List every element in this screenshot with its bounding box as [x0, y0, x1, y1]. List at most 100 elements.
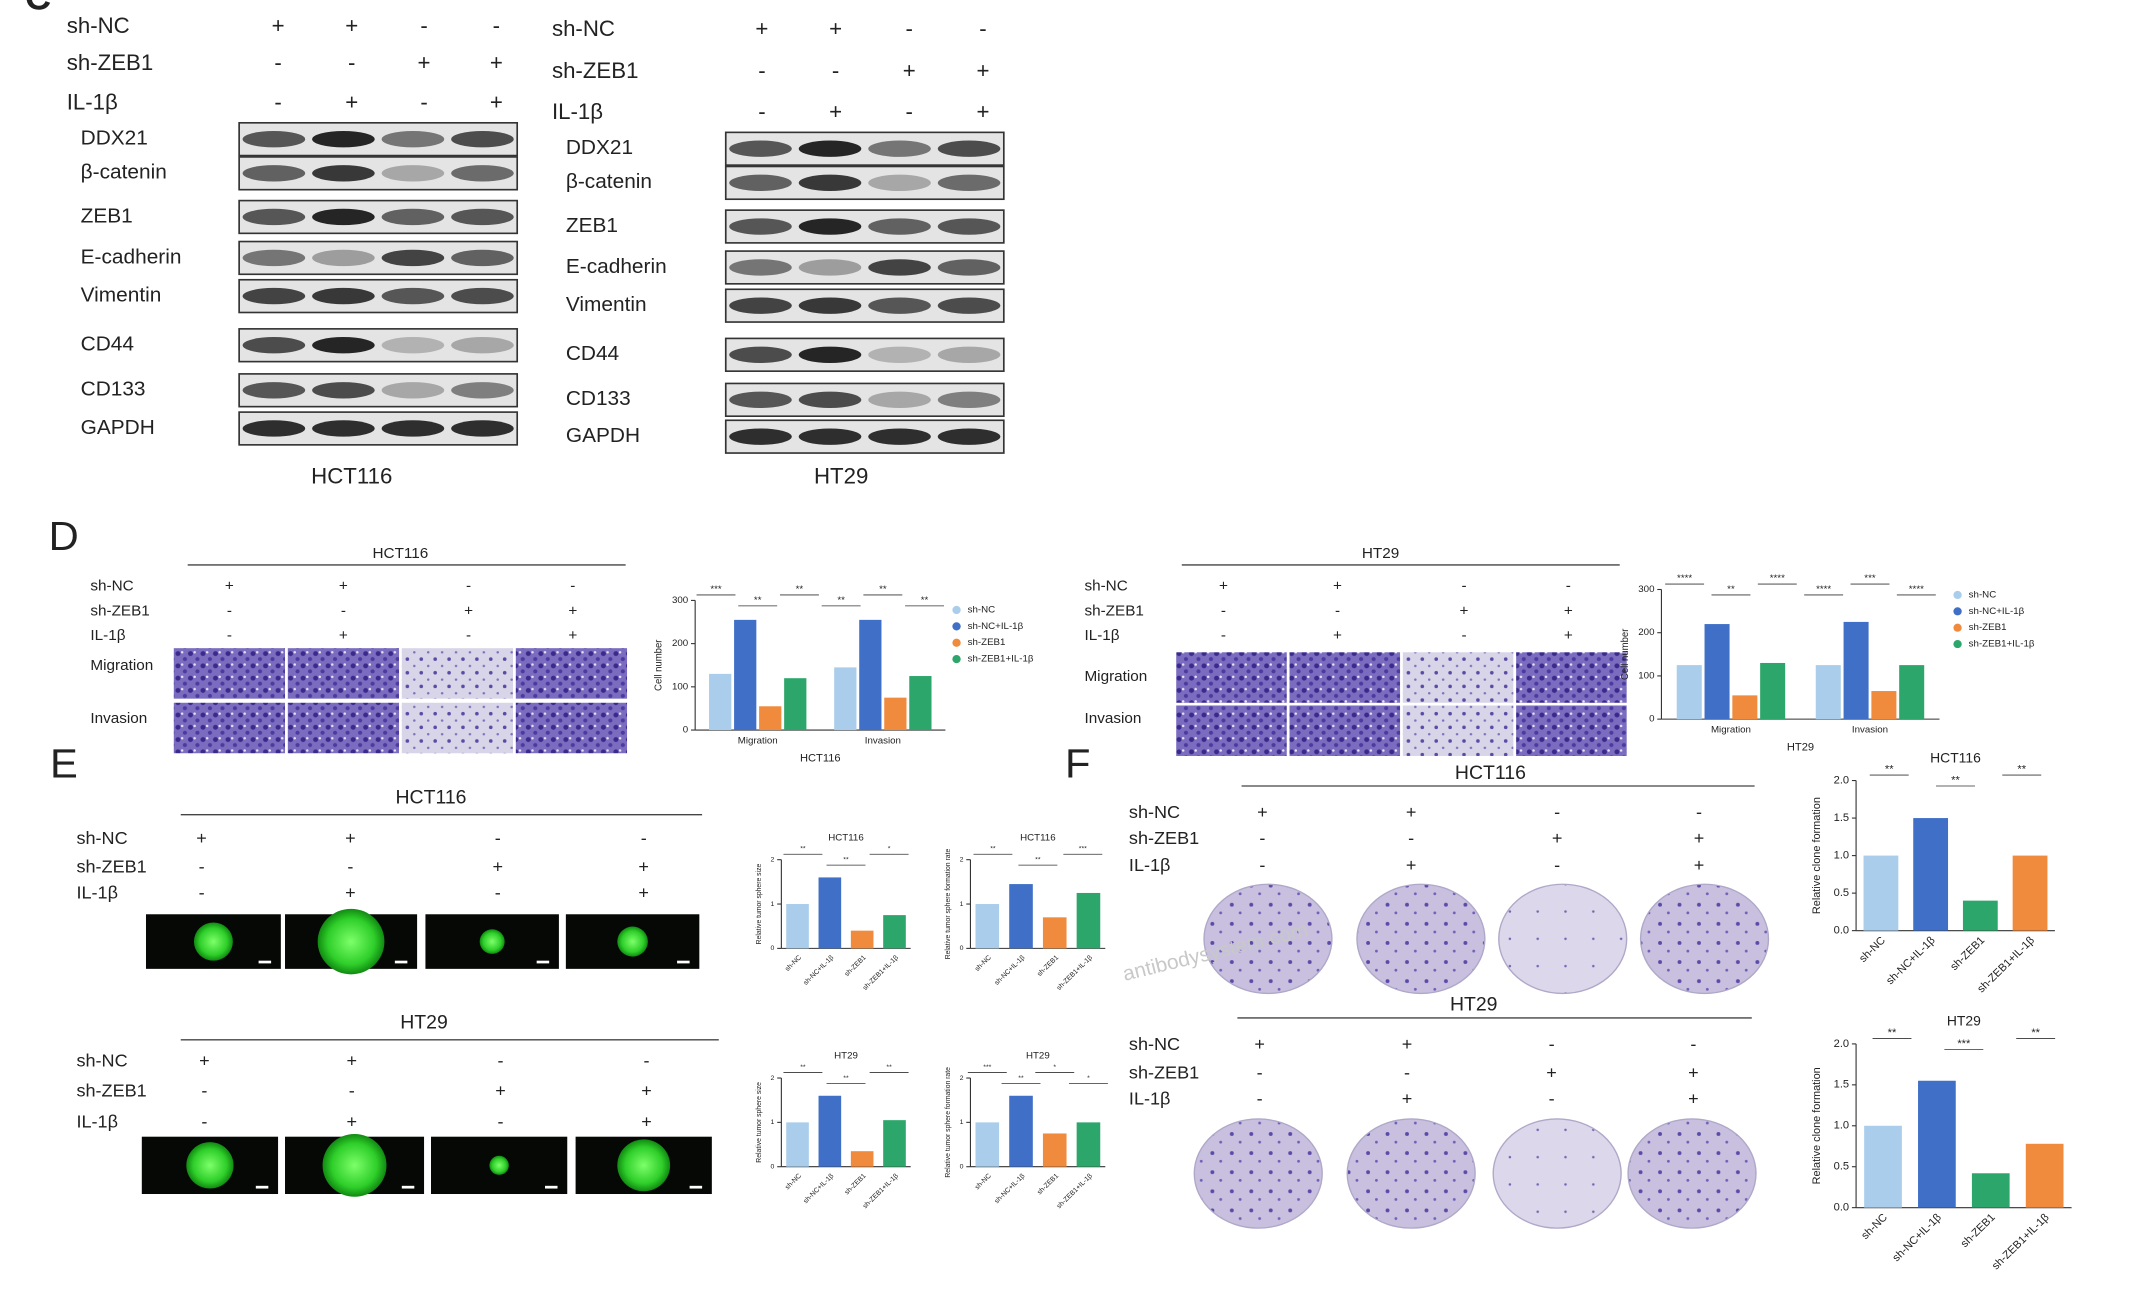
blot-band: [798, 346, 862, 363]
x-tick-label: Invasion: [1852, 725, 1888, 736]
blot-band: [729, 391, 792, 409]
significance-label: **: [1727, 584, 1735, 595]
legend-swatch: [952, 655, 961, 664]
y-tick-label: 1.5: [1834, 1079, 1849, 1091]
blot-band: [868, 297, 931, 314]
protein-label: GAPDH: [81, 416, 155, 439]
blot-band: [451, 420, 514, 437]
condition-sign: -: [498, 1050, 504, 1070]
blot-strip: [238, 328, 519, 363]
y-tick-label: 300: [1638, 584, 1654, 595]
condition-sign: +: [225, 578, 234, 595]
x-tick-label: sh-ZEB1: [1948, 935, 1987, 973]
y-tick-label: 0.0: [1834, 925, 1849, 937]
condition-sign: -: [1259, 828, 1265, 848]
condition-sign: +: [1406, 855, 1417, 875]
sphere: [617, 1139, 671, 1192]
bar: [859, 619, 882, 731]
condition-sign: +: [495, 1081, 506, 1101]
significance-label: ****: [1770, 573, 1785, 584]
protein-label: ZEB1: [566, 214, 618, 237]
condition-label: sh-ZEB1: [1129, 828, 1199, 848]
y-tick-label: 0.5: [1834, 887, 1849, 899]
condition-sign: -: [1549, 1089, 1555, 1109]
blot-band: [729, 140, 792, 157]
y-tick-label: 2: [771, 1075, 775, 1082]
condition-label: sh-NC: [1129, 1034, 1180, 1054]
condition-label: IL-1β: [76, 883, 118, 903]
x-axis-label: HT29: [1787, 742, 1814, 754]
condition-sign: +: [1333, 578, 1342, 595]
transwell-image: [1402, 652, 1514, 703]
transwell-image: [173, 702, 286, 754]
y-axis-label: Relative tumor sphere size: [756, 1082, 763, 1163]
condition-sign: -: [199, 883, 205, 903]
condition-sign: +: [568, 602, 577, 619]
significance-label: **: [754, 595, 762, 606]
x-tick-label: sh-NC+IL-1β: [993, 1173, 1026, 1205]
protein-label: ZEB1: [81, 205, 133, 228]
condition-sign: -: [641, 828, 647, 848]
significance-label: **: [1888, 1027, 1897, 1039]
condition-label: IL-1β: [90, 627, 125, 644]
condition-sign: +: [1257, 802, 1268, 822]
transwell-image: [401, 702, 514, 754]
blot-band: [451, 337, 514, 354]
chart-title: HT29: [834, 1051, 858, 1062]
condition-sign: -: [495, 828, 501, 848]
blot-band: [242, 420, 306, 437]
y-tick-label: 0: [1649, 714, 1654, 725]
blot-band: [381, 382, 445, 399]
protein-label: CD44: [81, 333, 134, 356]
blot-band: [451, 382, 514, 399]
transwell-image: [1289, 705, 1401, 756]
panel-label: C: [25, 0, 51, 17]
condition-sign: -: [1408, 828, 1414, 848]
condition-label: sh-NC: [76, 1050, 127, 1070]
section-title: HCT116: [1455, 763, 1526, 784]
clone-dish: [1627, 1118, 1757, 1229]
x-tick-label: sh-NC: [1857, 935, 1888, 965]
significance-label: **: [796, 584, 804, 595]
condition-sign: -: [199, 857, 205, 877]
blot-band: [729, 346, 792, 363]
condition-sign: -: [1221, 602, 1226, 619]
legend-swatch: [952, 638, 961, 647]
blot-band: [381, 337, 445, 354]
significance-label: ****: [1909, 584, 1924, 595]
bar: [1815, 665, 1841, 720]
transwell-image: [515, 702, 628, 754]
condition-label: sh-NC: [67, 13, 130, 38]
condition-sign: +: [464, 602, 473, 619]
x-tick-label: Invasion: [865, 736, 901, 747]
significance-label: **: [879, 584, 887, 595]
blot-band: [798, 428, 862, 445]
blot-band: [451, 249, 514, 267]
condition-sign: -: [1257, 1089, 1263, 1109]
x-tick-label: sh-NC+IL-1β: [1884, 935, 1938, 988]
protein-label: E-cadherin: [81, 245, 182, 268]
condition-label: sh-NC: [76, 828, 127, 848]
y-axis-label: Cell number: [1620, 628, 1631, 680]
y-tick-label: 1: [960, 901, 964, 908]
legend-label: sh-NC: [968, 605, 996, 616]
blot-band: [242, 287, 306, 305]
condition-sign: -: [498, 1112, 504, 1132]
x-tick-label: sh-NC: [784, 1173, 803, 1192]
y-tick-label: 100: [1638, 671, 1654, 682]
y-tick-label: 1.5: [1834, 812, 1849, 824]
sphere: [193, 922, 233, 961]
sphere: [617, 926, 648, 957]
bar: [734, 619, 757, 731]
transwell-image: [287, 702, 400, 754]
condition-sign: -: [906, 16, 913, 41]
protein-label: β-catenin: [81, 161, 167, 184]
significance-label: ***: [983, 1064, 991, 1071]
condition-sign: +: [346, 1112, 357, 1132]
sphere: [186, 1142, 234, 1189]
x-tick-label: sh-NC+IL-1β: [802, 1173, 835, 1205]
y-tick-label: 1: [771, 1119, 775, 1126]
row-label: Invasion: [90, 710, 147, 727]
y-tick-label: 2.0: [1834, 1038, 1849, 1050]
condition-sign: -: [495, 883, 501, 903]
